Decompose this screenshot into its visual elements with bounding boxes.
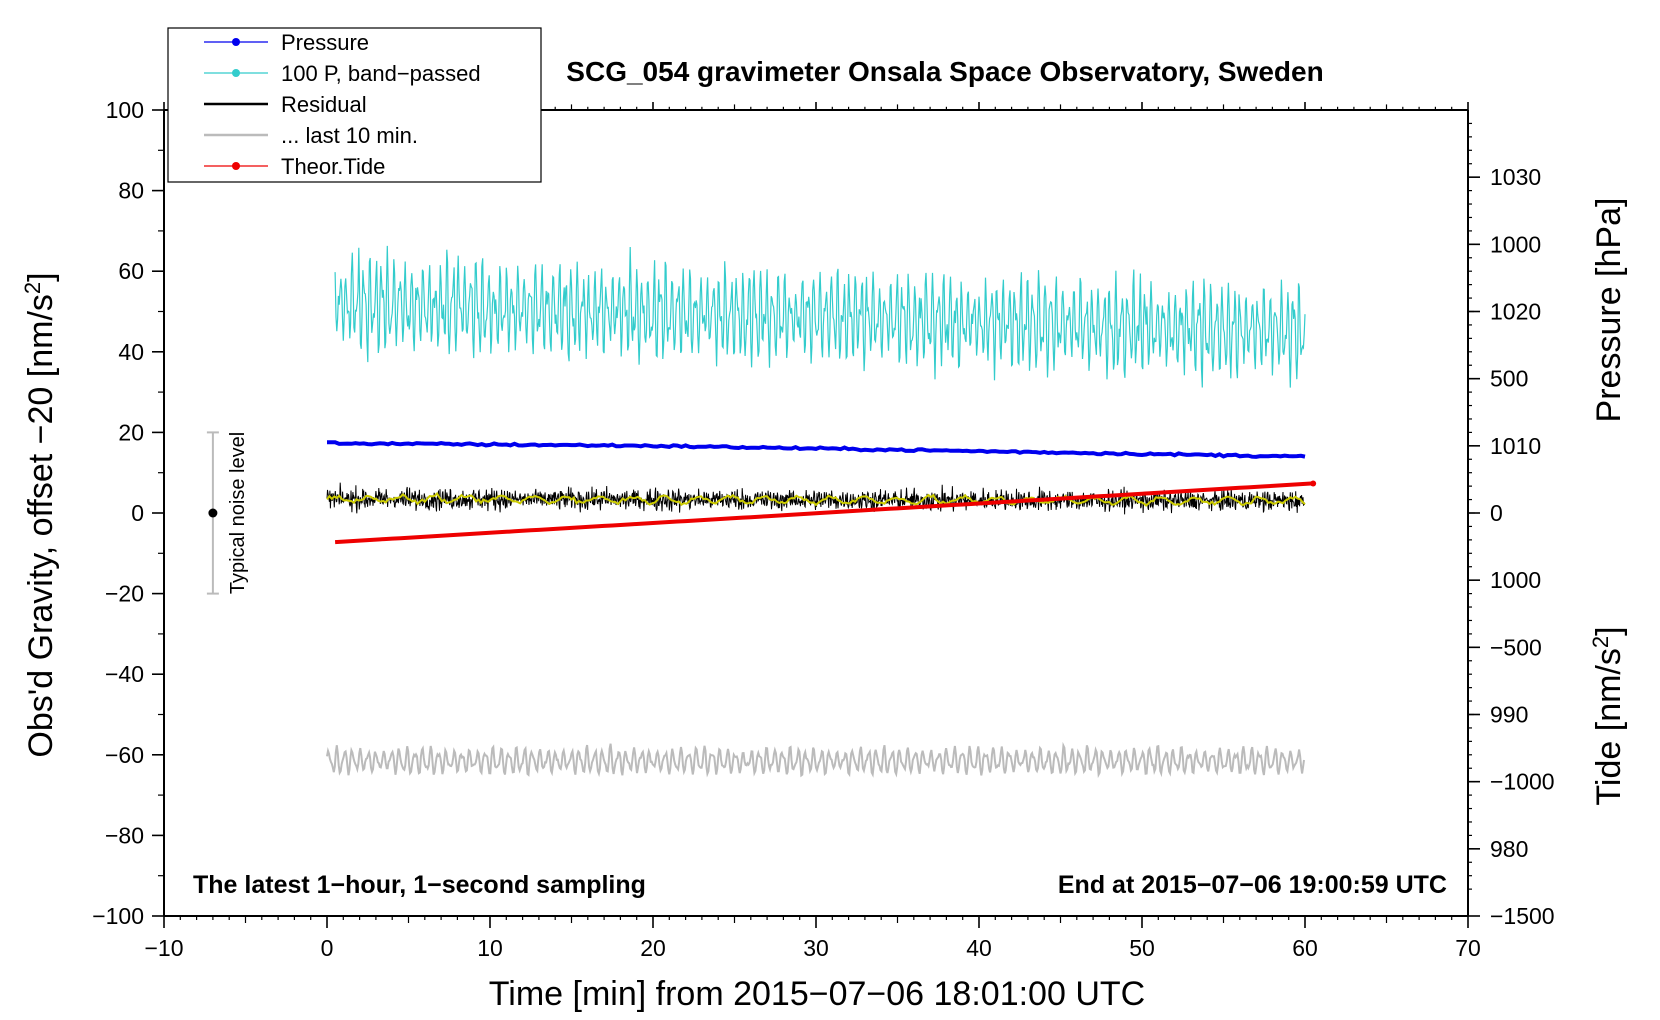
noise-label: Typical noise level [227,432,249,594]
y-left-tick-label: −20 [105,581,144,607]
y-pressure-tick-label: 1020 [1490,299,1541,325]
y-pressure-tick-label: 1000 [1490,567,1541,593]
y-left-axis-title: Obs'd Gravity, offset −20 [nm/s2] [20,272,61,757]
x-tick-label: 60 [1292,935,1318,961]
y-left-tick-label: 100 [106,97,144,123]
legend-label-residual: Residual [281,92,367,117]
x-tick-label: 30 [803,935,829,961]
annotation-sampling: The latest 1−hour, 1−second sampling [193,871,646,899]
y-left-tick-label: −80 [105,822,144,848]
x-tick-label: 50 [1129,935,1155,961]
x-tick-label: 10 [477,935,503,961]
series-last-10-min [326,741,1305,779]
y-pressure-tick-label: 1030 [1490,164,1541,190]
x-axis-title: Time [min] from 2015−07−06 18:01:00 UTC [489,975,1145,1013]
y-left-title-sup: 2 [20,282,45,294]
x-tick-label: −10 [144,935,183,961]
y-tide-tick-label: −1000 [1490,769,1555,795]
y-tide-tick-label: −1500 [1490,903,1555,929]
y-left-tick-label: 40 [118,339,144,365]
series-residual-smoothed [326,491,1306,507]
y-left-title-main: Obs'd Gravity, offset −20 [nm/s [22,294,60,757]
legend-marker-100-p-band-passed [232,69,240,77]
y-left-tick-label: −60 [105,742,144,768]
legend-label-pressure: Pressure [281,30,369,55]
data-layer [326,245,1317,779]
y-tide-tick-label: 0 [1490,500,1503,526]
legend: Pressure 100 P, band−passed Residual ... la… [167,27,542,183]
y-tide-title-sup: 2 [1588,636,1613,648]
y-tide-tick-label: −500 [1490,634,1542,660]
y-tide-title-end: ] [1590,626,1628,635]
legend-label-100-p-band-passed: 100 P, band−passed [281,61,481,86]
annotation-end-time: End at 2015−07−06 19:00:59 UTC [1058,871,1447,899]
x-tick-label: 20 [640,935,666,961]
series-theoretical-tide [334,481,1314,545]
y-left-tick-label: 80 [118,178,144,204]
y-left-title-end: ] [22,272,60,281]
y-pressure-tick-label: 1010 [1490,433,1541,459]
axes-layer: −10 0 10 20 30 40 50 60 70100806040200−20−40−60−… [92,97,1554,961]
legend-marker-pressure [232,38,240,46]
legend-label-theor-tide: Theor.Tide [281,154,385,179]
y-tide-tick-label: 500 [1490,366,1528,392]
series-pressure [327,440,1306,459]
y-tide-tick-label: 1000 [1490,231,1541,257]
legend-label-last-10-min: ... last 10 min. [281,123,418,148]
noise-indicator: Typical noise level [206,431,249,595]
y-pressure-axis-title: Pressure [hPa] [1590,198,1628,423]
y-pressure-tick-label: 980 [1490,836,1528,862]
y-pressure-tick-label: 990 [1490,702,1528,728]
y-left-tick-label: −100 [92,903,144,929]
y-left-tick-label: 0 [131,500,144,526]
noise-center-point [208,508,218,518]
y-left-tick-label: 20 [118,419,144,445]
series-bandpassed-pressure [334,245,1306,388]
y-left-tick-label: 60 [118,258,144,284]
x-tick-label: 0 [321,935,334,961]
y-left-tick-label: −40 [105,661,144,687]
y-tide-title-main: Tide [nm/s [1590,648,1628,805]
chart-title: SCG_054 gravimeter Onsala Space Observat… [566,56,1323,87]
legend-marker-theor-tide [232,162,240,170]
y-tide-axis-title: Tide [nm/s2] [1588,626,1629,805]
x-tick-label: 40 [966,935,992,961]
tide-end-point [1310,480,1317,487]
x-tick-label: 70 [1455,935,1481,961]
